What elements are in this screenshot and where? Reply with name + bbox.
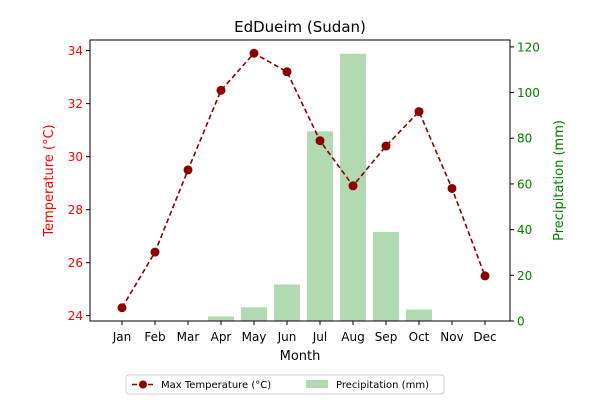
temperature-point-sep [381, 141, 391, 151]
x-axis-label: Month [280, 349, 321, 364]
x-tick-label: Sep [375, 330, 398, 344]
legend-precipitation-label: Precipitation (mm) [336, 380, 429, 391]
precipitation-bar-may [241, 307, 267, 321]
right-axis-ticks: 0 20 40 60 80 100 120 [510, 40, 540, 329]
legend-precipitation-swatch [306, 380, 328, 388]
precipitation-bar-apr [208, 316, 234, 321]
precipitation-bar-oct [406, 309, 432, 321]
temperature-point-dec [480, 271, 490, 281]
x-axis-ticks: Jan Feb Mar Apr May Jun Jul Aug Sep Oct Nov Dec [112, 321, 497, 344]
legend-temperature-label: Max Temperature (°C) [161, 380, 271, 391]
left-axis-ticks: 24 26 28 30 32 34 [68, 44, 90, 323]
precipitation-bars [208, 53, 432, 322]
temperature-point-may [249, 48, 259, 58]
x-tick-label: Oct [409, 330, 430, 344]
precipitation-bar-sep [373, 231, 399, 321]
x-tick-label: May [242, 330, 267, 344]
x-tick-label: Jul [312, 330, 327, 344]
precipitation-bar-jul [307, 131, 333, 321]
right-tick-label: 100 [517, 86, 540, 100]
left-axis-label: Temperature (°C) [42, 124, 57, 237]
right-tick-label: 80 [517, 132, 532, 146]
right-tick-label: 0 [517, 315, 525, 329]
temperature-line [121, 52, 486, 309]
temperature-point-apr [216, 85, 226, 95]
plot-frame [89, 39, 511, 322]
right-tick-label: 120 [517, 40, 540, 54]
temperature-point-feb [150, 247, 160, 257]
temperature-point-mar [183, 165, 193, 175]
temperature-point-jul [315, 136, 325, 146]
temperature-point-jun [282, 67, 292, 77]
right-axis-label: Precipitation (mm) [552, 120, 567, 241]
temperature-point-aug [348, 181, 358, 191]
precipitation-bar-jun [274, 284, 300, 321]
left-tick-label: 34 [68, 44, 83, 58]
left-tick-label: 26 [68, 256, 83, 270]
right-tick-label: 40 [517, 223, 532, 237]
temperature-point-jan [117, 303, 127, 313]
temperature-series [117, 48, 490, 313]
legend-frame [125, 374, 445, 395]
x-tick-label: Apr [211, 330, 232, 344]
x-tick-label: Aug [341, 330, 364, 344]
left-tick-label: 24 [68, 309, 83, 323]
legend: Max Temperature (°C) Precipitation (mm) [125, 374, 445, 395]
temperature-point-oct [414, 107, 424, 117]
right-tick-label: 60 [517, 177, 532, 191]
temperature-point-nov [447, 183, 457, 193]
x-tick-label: Dec [473, 330, 496, 344]
left-tick-label: 30 [68, 150, 83, 164]
x-tick-label: Nov [440, 330, 463, 344]
x-tick-label: Feb [144, 330, 165, 344]
right-tick-label: 20 [517, 269, 532, 283]
legend-temperature-marker [139, 380, 147, 389]
x-tick-label: Jun [277, 330, 297, 344]
left-tick-label: 28 [68, 203, 83, 217]
left-tick-label: 32 [68, 97, 83, 111]
x-tick-label: Jan [112, 330, 132, 344]
x-tick-label: Mar [177, 330, 200, 344]
chart-title: EdDueim (Sudan) [234, 18, 366, 36]
